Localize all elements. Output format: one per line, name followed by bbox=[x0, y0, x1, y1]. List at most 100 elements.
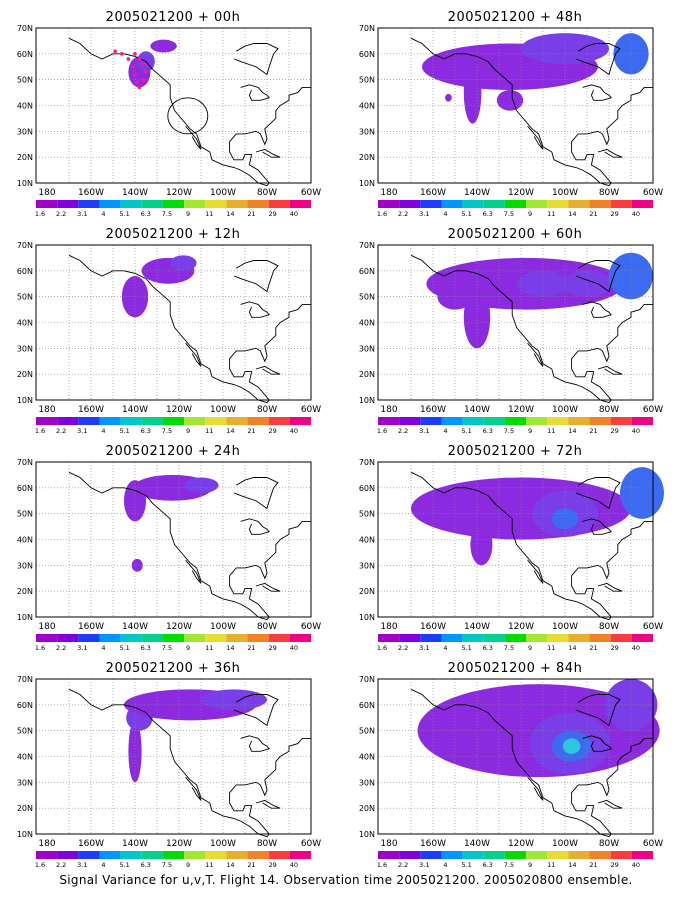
colorbar-label: 40 bbox=[632, 427, 640, 435]
colorbar-swatch bbox=[462, 851, 484, 859]
colorbar-swatch bbox=[268, 851, 290, 859]
colorbar-swatch bbox=[610, 634, 632, 642]
plot-frame bbox=[35, 461, 312, 618]
colorbar-swatch bbox=[184, 634, 206, 642]
colorbar-label: 11 bbox=[205, 427, 213, 435]
plot-frame bbox=[377, 27, 654, 184]
flight-track-point bbox=[120, 52, 124, 56]
lat-tick-label: 20N bbox=[17, 587, 33, 596]
colorbar-swatch bbox=[99, 851, 121, 859]
lat-tick-label: 40N bbox=[17, 753, 33, 762]
lat-tick-label: 20N bbox=[359, 370, 375, 379]
lat-tick-label: 30N bbox=[359, 561, 375, 570]
colorbar-label: 11 bbox=[547, 644, 555, 652]
colorbar-label: 40 bbox=[290, 210, 298, 218]
lon-tick-label: 140W bbox=[464, 188, 490, 198]
lat-tick-label: 30N bbox=[17, 561, 33, 570]
colorbar-swatch bbox=[205, 417, 227, 425]
lat-tick-label: 70N bbox=[359, 241, 375, 250]
colorbar-swatch bbox=[247, 200, 269, 208]
lon-tick-label: 140W bbox=[122, 839, 148, 849]
map-plot: 10N 20N 30N 40N 50N 60N 70N 180 160W 140W 120W 100W… bbox=[17, 675, 321, 869]
colorbar-label: 40 bbox=[290, 861, 298, 869]
colorbar-swatch bbox=[631, 417, 653, 425]
panel-title: 2005021200 + 72h bbox=[447, 444, 583, 459]
colorbar-swatch bbox=[420, 851, 442, 859]
lon-tick-label: 160W bbox=[78, 188, 104, 198]
lake-outline bbox=[582, 518, 612, 535]
colorbar-swatch bbox=[589, 851, 611, 859]
lon-tick-label: 120W bbox=[166, 188, 192, 198]
colorbar-label: 3.1 bbox=[419, 644, 429, 652]
lon-tick-label: 160W bbox=[420, 405, 446, 415]
colorbar-swatch bbox=[420, 200, 442, 208]
flight-track-point bbox=[126, 57, 131, 61]
lon-tick-label: 160W bbox=[420, 622, 446, 632]
lat-tick-label: 30N bbox=[17, 778, 33, 787]
colorbar-swatch bbox=[289, 417, 311, 425]
colorbar-label: 1.6 bbox=[377, 427, 387, 435]
plot-frame bbox=[35, 27, 312, 184]
lon-tick-label: 120W bbox=[508, 405, 534, 415]
panel-title: 2005021200 + 84h bbox=[447, 661, 583, 676]
lake-outline bbox=[240, 518, 270, 535]
flight-track-point bbox=[131, 64, 135, 69]
colorbar-label: 3.1 bbox=[419, 210, 429, 218]
colorbar-swatch bbox=[57, 851, 79, 859]
colorbar-label: 6.3 bbox=[141, 861, 151, 869]
colorbar-label: 3.1 bbox=[77, 861, 87, 869]
colorbar-swatch bbox=[631, 851, 653, 859]
colorbar-swatch bbox=[205, 200, 227, 208]
colorbar-swatch bbox=[268, 634, 290, 642]
colorbar-swatch bbox=[78, 851, 100, 859]
coastline bbox=[68, 471, 311, 621]
coastline bbox=[68, 254, 311, 404]
lon-tick-label: 60W bbox=[643, 839, 663, 849]
coastline bbox=[185, 559, 202, 584]
colorbar-swatch bbox=[57, 200, 79, 208]
colorbar-label: 7.5 bbox=[504, 210, 514, 218]
colorbar-swatch bbox=[162, 851, 185, 859]
lat-tick-label: 60N bbox=[359, 484, 375, 493]
map-panel: 2005021200 + 12h 10N 20N 30N 40N 50N 60N 70N 180… bbox=[8, 227, 338, 442]
lon-tick-label: 100W bbox=[552, 622, 578, 632]
lat-tick-label: 70N bbox=[359, 675, 375, 684]
island-outline bbox=[597, 799, 623, 809]
colorbar-swatch bbox=[162, 417, 185, 425]
colorbar-label: 9 bbox=[528, 644, 532, 652]
colorbar-swatch bbox=[36, 851, 58, 859]
colorbar-label: 14 bbox=[226, 427, 234, 435]
colorbar-swatch bbox=[610, 417, 632, 425]
lat-tick-label: 10N bbox=[17, 830, 33, 839]
colorbar-label: 9 bbox=[186, 644, 190, 652]
colorbar-label: 7.5 bbox=[162, 210, 172, 218]
island-outline bbox=[255, 799, 281, 809]
colorbar-label: 9 bbox=[528, 861, 532, 869]
colorbar-label: 29 bbox=[611, 427, 619, 435]
colorbar-swatch bbox=[420, 417, 442, 425]
colorbar-label: 1.6 bbox=[35, 644, 45, 652]
colorbar-swatch bbox=[547, 200, 569, 208]
map-plot: 10N 20N 30N 40N 50N 60N 70N 180 160W 140W 120W 100W… bbox=[17, 24, 321, 218]
plot-frame bbox=[35, 244, 312, 401]
colorbar-label: 6.3 bbox=[141, 210, 151, 218]
lon-tick-label: 80W bbox=[599, 622, 619, 632]
coastline bbox=[527, 342, 544, 367]
colorbar-label: 1.6 bbox=[35, 861, 45, 869]
lat-tick-label: 20N bbox=[359, 804, 375, 813]
coastline bbox=[575, 694, 621, 727]
colorbar-swatch bbox=[99, 200, 121, 208]
flight-track-point bbox=[113, 49, 117, 54]
colorbar-label: 29 bbox=[269, 861, 277, 869]
lat-tick-label: 70N bbox=[359, 24, 375, 33]
colorbar-swatch bbox=[141, 634, 163, 642]
lat-tick-label: 70N bbox=[17, 458, 33, 467]
colorbar-swatch bbox=[36, 417, 58, 425]
map-panel: 2005021200 + 36h 10N 20N 30N 40N 50N 60N 70N 180… bbox=[8, 661, 338, 876]
coastline bbox=[527, 559, 544, 584]
plot-frame bbox=[377, 678, 654, 835]
colorbar-swatch bbox=[120, 200, 142, 208]
lat-tick-label: 40N bbox=[17, 319, 33, 328]
lon-tick-label: 80W bbox=[257, 839, 277, 849]
colorbar-label: 2.2 bbox=[398, 644, 408, 652]
